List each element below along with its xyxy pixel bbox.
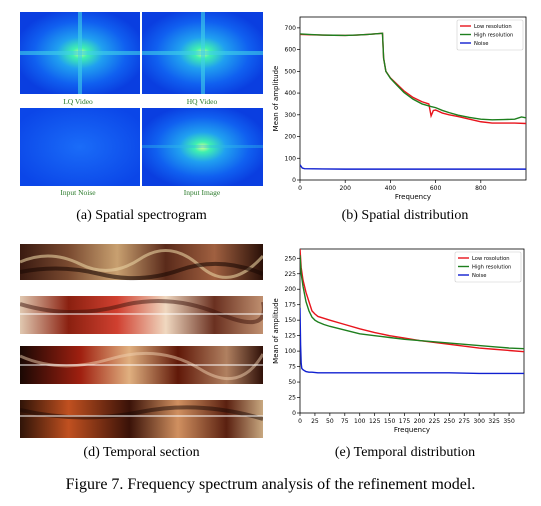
y-tick-label: 250 [285,255,297,262]
series-line-2 [300,307,524,375]
x-tick-label: 75 [341,418,349,425]
y-tick-label: 25 [288,395,296,402]
x-axis-label: Frequency [395,193,431,201]
x-tick-label: 800 [475,185,487,192]
legend-box [456,19,524,51]
x-tick-label: 300 [473,418,485,425]
x-tick-label: 325 [488,418,500,425]
legend-label: Low resolution [474,24,512,30]
y-tick-label: 175 [285,302,297,309]
legend-label: Noise [474,41,488,47]
y-tick-label: 300 [285,112,297,119]
spatial-distribution-chart: 0 200 400 600 800 0 100 200 300 400 500 600 700 Frequ… [272,16,527,201]
legend-box [454,251,522,283]
series-line-1 [300,255,524,350]
y-tick-label: 50 [288,379,296,386]
x-tick-label: 200 [414,418,426,425]
caption-a: (a) Spatial spectrogram [76,208,207,223]
y-tick-label: 400 [285,90,297,97]
caption-e: (e) Temporal distribution [334,445,476,460]
x-tick-label: 100 [354,418,366,425]
spectrogram-lq [20,12,140,94]
y-tick-label: 200 [285,286,297,293]
x-tick-label: 25 [311,418,319,425]
temporal-strip-4 [19,400,264,438]
spectrogram-grid [20,12,263,186]
y-tick-label: 75 [288,364,296,371]
figure-caption: Figure 7. Frequency spectrum analysis of… [65,476,476,493]
legend-label: High resolution [472,265,511,271]
legend-label: Low rosolution [472,256,510,262]
x-tick-label: 0 [298,418,302,425]
x-tick-label: 250 [444,418,456,425]
spectrogram-images [20,12,263,186]
temporal-strip-2 [19,296,266,334]
y-tick-label: 100 [285,348,297,355]
x-tick-label: 275 [459,418,471,425]
y-axis-label: Mean of amplitude [272,298,280,364]
spectrogram-hq [142,12,263,94]
y-tick-label: 0 [292,177,296,184]
y-tick-label: 200 [285,134,297,141]
x-tick-label: 600 [430,185,442,192]
y-tick-label: 700 [285,25,297,32]
spectrogram-label-lq: LQ Video [63,97,93,106]
spectrogram-input [142,108,263,186]
temporal-strip-1 [19,244,265,281]
x-tick-label: 175 [399,418,411,425]
x-tick-label: 150 [384,418,396,425]
y-tick-label: 150 [285,317,297,324]
x-axis-label: Frequency [394,426,430,434]
legend-label: High resolution [474,33,513,39]
spectrogram-noise [20,108,140,186]
series-line-2 [300,164,526,170]
x-tick-label: 400 [385,185,397,192]
temporal-section-images [19,244,266,438]
y-tick-label: 600 [285,47,297,54]
series-line-1 [300,32,526,121]
y-tick-label: 125 [285,333,297,340]
x-tick-label: 200 [339,185,351,192]
caption-d: (d) Temporal section [83,445,200,460]
legend-label: Noise [472,273,486,279]
y-tick-label: 100 [285,155,297,162]
y-axis-label: Mean of amplitude [272,66,280,132]
caption-b: (b) Spatial distribution [341,208,469,223]
x-tick-label: 125 [369,418,381,425]
x-tick-label: 50 [326,418,334,425]
plot-frame [299,16,527,181]
temporal-strip-3 [19,346,265,384]
x-tick-label: 0 [298,185,302,192]
y-tick-label: 500 [285,68,297,75]
x-tick-label: 225 [429,418,441,425]
y-tick-label: 225 [285,271,297,278]
y-tick-label: 0 [292,410,296,417]
series-line-0 [300,249,524,353]
temporal-distribution-chart: 0 25 50 75 100 125 150 175 200 225 250 275 300 325 350… [272,248,525,434]
spectrogram-label-hq: HQ Video [186,97,218,106]
spectrogram-label-noise: Input Noise [60,188,96,197]
x-tick-label: 350 [503,418,515,425]
spectrogram-label-input: Input Image [183,188,221,197]
